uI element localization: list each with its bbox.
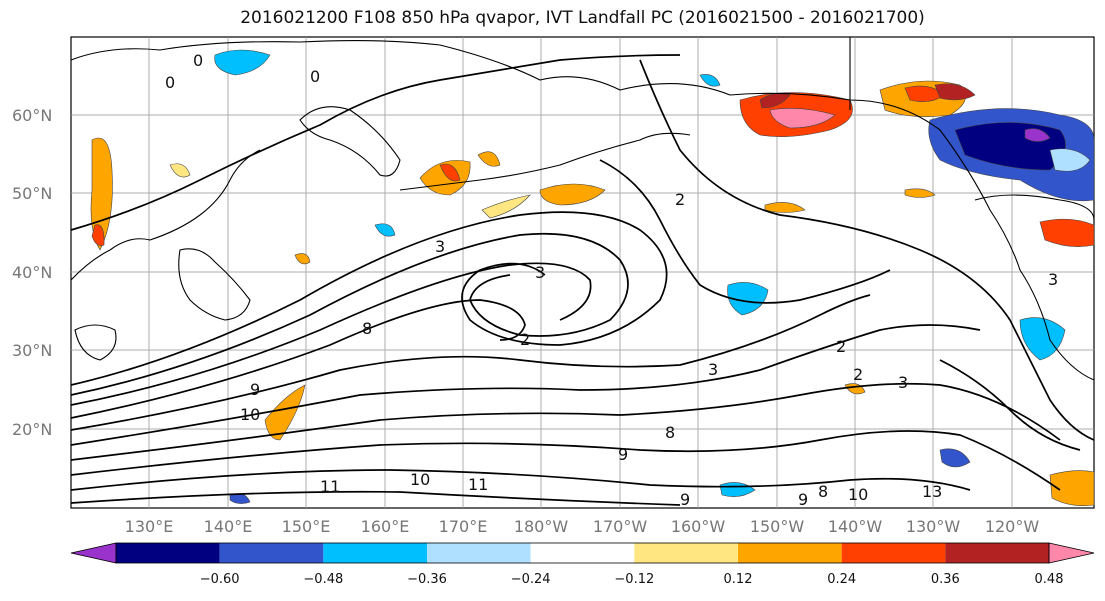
contour-label: 11 [468,475,488,494]
lon-label: 170°E [439,517,488,536]
lat-labels: 60°N 50°N 40°N 30°N 20°N [12,106,52,439]
lat-label: 30°N [12,341,52,360]
colorbar-tick-label: −0.36 [407,572,447,587]
contour-label: 8 [665,423,675,442]
contour-label: 2 [836,337,846,356]
colorbar-outline [115,542,1050,564]
contour-label: 9 [798,490,808,509]
contour-label: 0 [165,73,175,92]
colorbar-segment [634,543,738,563]
contour-label: 0 [310,67,320,86]
lat-label: 20°N [12,420,52,439]
contour-labels: 0 0 0 2 3 3 2 3 2 3 8 9 10 11 10 11 9 8 … [165,51,1058,509]
contour-label: 9 [680,490,690,509]
lon-label: 120°W [985,517,1040,536]
lon-label: 150°W [750,517,805,536]
colorbar-tick-label: 0.48 [1035,572,1064,587]
lon-label: 150°E [282,517,331,536]
contour-label: 13 [922,482,942,501]
colorbar-tick-label: 0.12 [724,572,753,587]
colorbar-tick-label: 0.36 [931,572,960,587]
lon-label: 140°E [204,517,253,536]
colorbar-arrow-right [1048,542,1095,564]
colorbar-segment [219,543,324,563]
contour-label: 8 [362,319,372,338]
lon-label: 140°W [828,517,883,536]
contour-label: 10 [410,470,430,489]
contour-label: 9 [250,380,260,399]
lon-labels: 130°E 140°E 150°E 160°E 170°E 180°W 170°… [125,517,1040,536]
contour-label: 3 [898,373,908,392]
map-title: 2016021200 F108 850 hPa qvapor, IVT Land… [240,8,925,28]
lon-label: 160°E [361,517,410,536]
colorbar-tick-label: 0.24 [827,572,856,587]
colorbar-tick-label: −0.12 [614,572,654,587]
contour-label: 10 [848,485,868,504]
shading-negative [214,49,1095,504]
contour-label: 3 [435,237,445,256]
contour-label: 0 [193,51,203,70]
contour-label: 2 [520,330,530,349]
contours [70,54,1095,506]
lon-label: 160°W [671,517,726,536]
contour-label: 2 [675,190,685,209]
shading-positive [90,80,1095,506]
lon-label: 130°W [906,517,961,536]
lat-label: 50°N [12,184,52,203]
colorbar-tick-label: −0.24 [511,572,551,587]
contour-label: 10 [240,405,260,424]
colorbar-tick-label: −0.60 [200,572,240,587]
colorbar-segment [427,543,531,563]
contour-label: 3 [535,263,545,282]
colorbar-segment [323,543,427,563]
coastlines [70,37,1095,381]
contour-label: 9 [618,445,628,464]
lat-label: 60°N [12,106,52,125]
colorbar [70,542,1095,564]
contour-label: 3 [1048,270,1058,289]
colorbar-segment [841,543,946,563]
colorbar-segment [945,543,1049,563]
lon-label: 180°W [514,517,569,536]
colorbar-segment [530,543,635,563]
lon-label: 130°E [125,517,174,536]
contour-label: 11 [320,477,340,496]
contour-label: 2 [853,365,863,384]
contour-label: 3 [708,360,718,379]
lon-label: 170°W [593,517,648,536]
colorbar-arrow-left [70,542,117,564]
lat-label: 40°N [12,263,52,282]
contour-label: 8 [818,482,828,501]
colorbar-segment [116,543,220,563]
colorbar-tick-label: −0.48 [303,572,343,587]
map-panel: 0 0 0 2 3 3 2 3 2 3 8 9 10 11 10 11 9 8 … [70,36,1095,509]
colorbar-segment [738,543,842,563]
colorbar-labels: −0.60 −0.48 −0.36 −0.24 −0.12 0.12 0.24 0.36 0.4… [200,572,1064,587]
